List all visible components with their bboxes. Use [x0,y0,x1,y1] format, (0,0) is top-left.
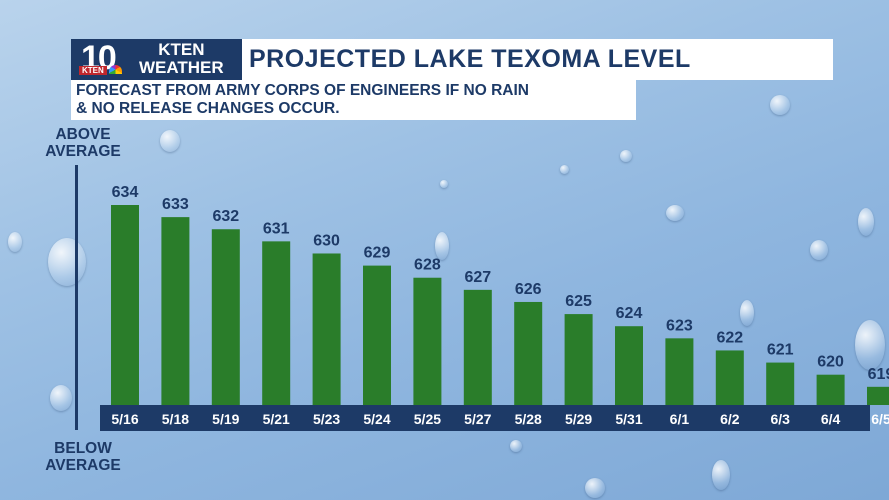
x-tick-label: 5/28 [515,411,542,427]
bar-5-25 [413,277,442,405]
bar-5-31 [615,326,643,405]
x-tick-label: 5/25 [414,411,441,427]
value-label: 628 [414,257,441,274]
x-tick-label: 5/24 [363,411,390,427]
subtitle-line1: FORECAST FROM ARMY CORPS OF ENGINEERS IF… [76,82,529,99]
kten-weather-logo: 10 KTEN KTEN WEATHER [71,39,242,80]
logo-line1: KTEN [158,40,205,59]
value-label: 626 [515,281,542,298]
value-label: 633 [162,196,189,213]
bar-5-19 [211,229,240,405]
x-tick-label: 5/18 [162,411,189,427]
bar-6-1 [665,338,694,405]
bar-5-28 [514,301,543,405]
bar-6-4 [816,374,845,405]
bar-5-18 [161,217,190,405]
x-tick-label: 5/27 [464,411,491,427]
below-line1: BELOW [54,440,112,457]
x-tick-label: 5/16 [111,411,138,427]
bar-5-24 [363,265,391,405]
value-label: 629 [364,245,391,262]
x-tick-label: 5/23 [313,411,340,427]
logo-badge: KTEN [79,66,107,75]
x-tick-label: 5/31 [615,411,642,427]
x-tick-label: 5/29 [565,411,592,427]
x-tick-label: 6/2 [720,411,740,427]
title-banner: 10 KTEN KTEN WEATHER PROJECTED LAKE TEXO… [71,39,833,80]
bar-5-27 [463,289,492,405]
value-label: 627 [464,269,491,286]
peacock-icon [109,65,122,74]
value-label: 622 [716,329,743,346]
x-tick-label: 5/19 [212,411,239,427]
bar-6-2 [715,350,744,405]
x-tick-label: 6/3 [770,411,790,427]
value-label: 619 [868,366,889,383]
logo-line2: WEATHER [139,58,224,77]
value-label: 630 [313,232,340,249]
bar-6-3 [766,362,795,405]
y-axis-line [75,165,78,430]
x-tick-label: 6/5 [871,411,889,427]
bar-5-23 [312,253,341,405]
above-line2: AVERAGE [45,143,121,160]
bar-5-16 [111,205,139,405]
subtitle-line2: & NO RELEASE CHANGES OCCUR. [76,100,340,117]
value-label: 631 [263,220,290,237]
value-label: 632 [212,208,239,225]
value-label: 625 [565,293,592,310]
value-label: 624 [616,305,643,322]
above-line1: ABOVE [55,126,111,143]
x-tick-label: 6/4 [821,411,841,427]
below-line2: AVERAGE [45,457,121,474]
x-axis-band [100,405,870,431]
above-average-label: ABOVE AVERAGE [33,126,133,160]
subtitle: FORECAST FROM ARMY CORPS OF ENGINEERS IF… [71,80,636,120]
below-average-label: BELOW AVERAGE [33,440,133,474]
x-tick-label: 6/1 [670,411,690,427]
bar-6-5 [867,386,889,405]
value-label: 620 [817,354,844,371]
bar-5-21 [262,241,291,405]
chart-title: PROJECTED LAKE TEXOMA LEVEL [249,45,691,73]
bar-5-29 [564,314,593,405]
value-label: 621 [767,342,794,359]
logo-text: KTEN WEATHER [139,41,224,77]
x-tick-label: 5/21 [263,411,290,427]
value-label: 623 [666,317,693,334]
value-label: 634 [112,184,139,201]
